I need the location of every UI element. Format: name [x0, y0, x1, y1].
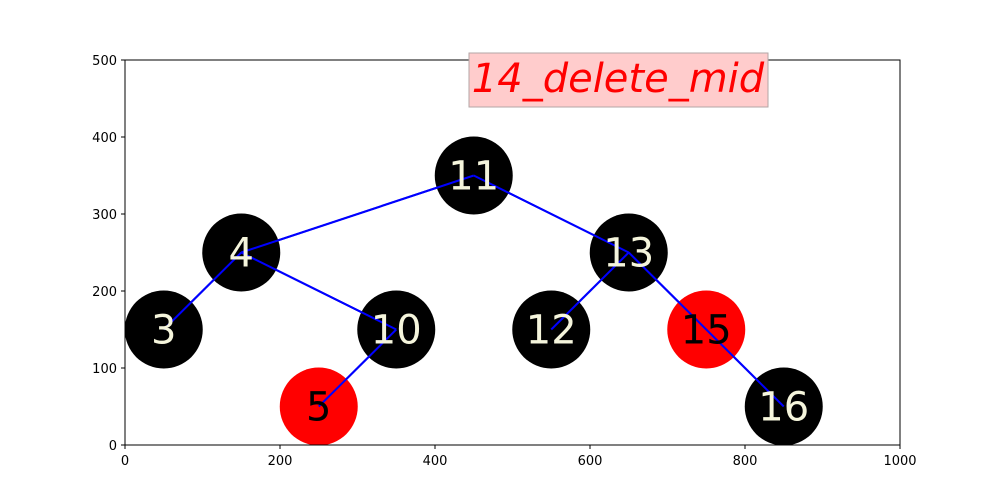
title-box-background — [468, 52, 769, 108]
x-axis-ticks: 0 200 400 600 800 1000 — [121, 445, 917, 469]
edge-overlay-10-5 — [318, 328, 397, 408]
edge-overlay-13-15 — [628, 251, 707, 331]
nodes-layer: 11 4 13 3 10 12 15 5 16 — [124, 136, 823, 446]
y-tick-label: 500 — [92, 54, 117, 69]
x-tick-label: 1000 — [883, 454, 916, 469]
x-tick-label: 400 — [423, 454, 448, 469]
y-tick-label: 300 — [92, 208, 117, 223]
x-tick-label: 600 — [578, 454, 603, 469]
node-10-label: 10 — [371, 308, 422, 354]
title-box: 14_delete_mid — [468, 52, 769, 108]
edge-overlay-4-10 — [240, 251, 397, 331]
y-tick-label: 200 — [92, 285, 117, 300]
node-11-label: 11 — [448, 154, 499, 200]
edge-overlay-15-16 — [705, 328, 785, 408]
edge-overlay-13-12 — [550, 251, 630, 331]
edge-overlay-11-13 — [473, 174, 630, 254]
node-12-label: 12 — [526, 308, 577, 354]
y-tick-label: 100 — [92, 362, 117, 377]
node-3-label: 3 — [151, 308, 176, 354]
chart-title: 14_delete_mid — [472, 56, 765, 102]
node-13-label: 13 — [603, 231, 654, 277]
y-tick-label: 400 — [92, 131, 117, 146]
node-15-label: 15 — [681, 308, 732, 354]
x-tick-label: 0 — [121, 454, 129, 469]
y-tick-label: 0 — [109, 439, 117, 454]
node-5-label: 5 — [306, 385, 331, 431]
x-tick-label: 800 — [733, 454, 758, 469]
node-4-label: 4 — [229, 231, 254, 277]
x-tick-label: 200 — [268, 454, 293, 469]
edge-overlay-11-4 — [240, 174, 475, 254]
node-16-label: 16 — [758, 385, 809, 431]
y-axis-ticks: 0 100 200 300 400 500 — [92, 54, 125, 454]
edge-overlay-4-3 — [163, 251, 242, 331]
